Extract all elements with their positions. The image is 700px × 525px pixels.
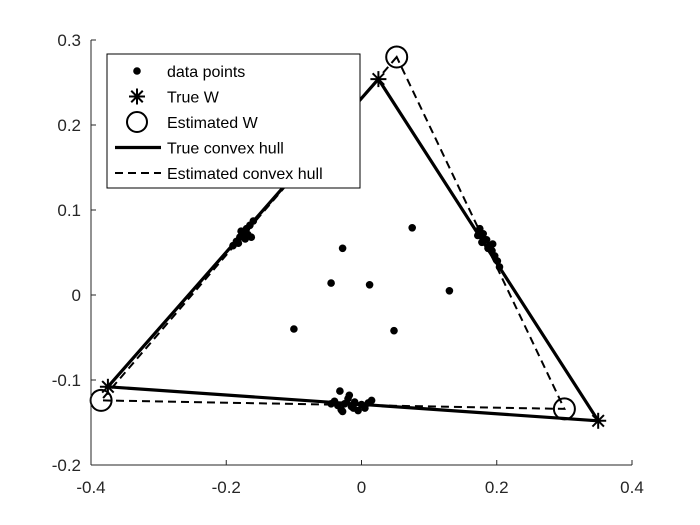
- data-point: [338, 244, 347, 253]
- data-point: [367, 396, 376, 405]
- data-point: [350, 398, 359, 406]
- y-tick-label: 0.1: [57, 201, 81, 220]
- y-tick-label: -0.1: [52, 371, 81, 390]
- y-tick-label: 0: [72, 286, 81, 305]
- legend-label: Estimated W: [167, 115, 259, 132]
- legend-dot-icon: [133, 67, 141, 75]
- data-point: [247, 233, 256, 241]
- data-point: [349, 404, 358, 412]
- legend-asterisk-icon: [129, 88, 145, 105]
- legend: data points True W Estimated W True convex …: [106, 53, 361, 189]
- legend-label: Estimated convex hull: [167, 166, 323, 183]
- data-point: [336, 387, 344, 395]
- x-tick-label: -0.2: [212, 478, 241, 497]
- estimated-w-marker: [552, 397, 576, 421]
- y-tick-label: 0.3: [57, 31, 81, 50]
- legend-label: True W: [167, 90, 220, 107]
- data-point: [345, 391, 354, 400]
- legend-label: data points: [167, 64, 245, 81]
- data-point: [474, 231, 482, 240]
- x-tick-label: 0.4: [620, 478, 644, 497]
- data-point: [237, 227, 245, 235]
- data-point: [249, 217, 258, 225]
- data-point: [390, 326, 398, 335]
- x-tick-label: -0.4: [76, 478, 105, 497]
- true-w-marker: [370, 71, 387, 88]
- data-point: [234, 239, 243, 247]
- data-point: [327, 279, 335, 287]
- data-point: [495, 263, 504, 271]
- data-point: [365, 281, 374, 289]
- data-point: [338, 407, 347, 416]
- data-point: [327, 400, 335, 408]
- x-tick-label: 0: [357, 478, 366, 497]
- data-point: [290, 325, 298, 333]
- data-point: [488, 240, 497, 248]
- data-point: [478, 238, 486, 247]
- data-point: [445, 287, 454, 295]
- axes: -0.4 -0.2 0 0.2 0.4 -0.2 -0.1 0 0.1 0.2 0.3: [52, 31, 644, 497]
- true-w-marker: [590, 412, 607, 429]
- legend-circle-icon: [126, 111, 148, 133]
- plot-area: [89, 45, 607, 429]
- data-point: [408, 224, 417, 232]
- legend-label: True convex hull: [167, 141, 284, 158]
- y-tick-label: -0.2: [52, 456, 81, 475]
- legend-box: [106, 53, 361, 189]
- x-tick-label: 0.2: [485, 478, 509, 497]
- data-point: [493, 257, 502, 265]
- y-tick-label: 0.2: [57, 116, 81, 135]
- estimated-w-marker: [385, 45, 409, 69]
